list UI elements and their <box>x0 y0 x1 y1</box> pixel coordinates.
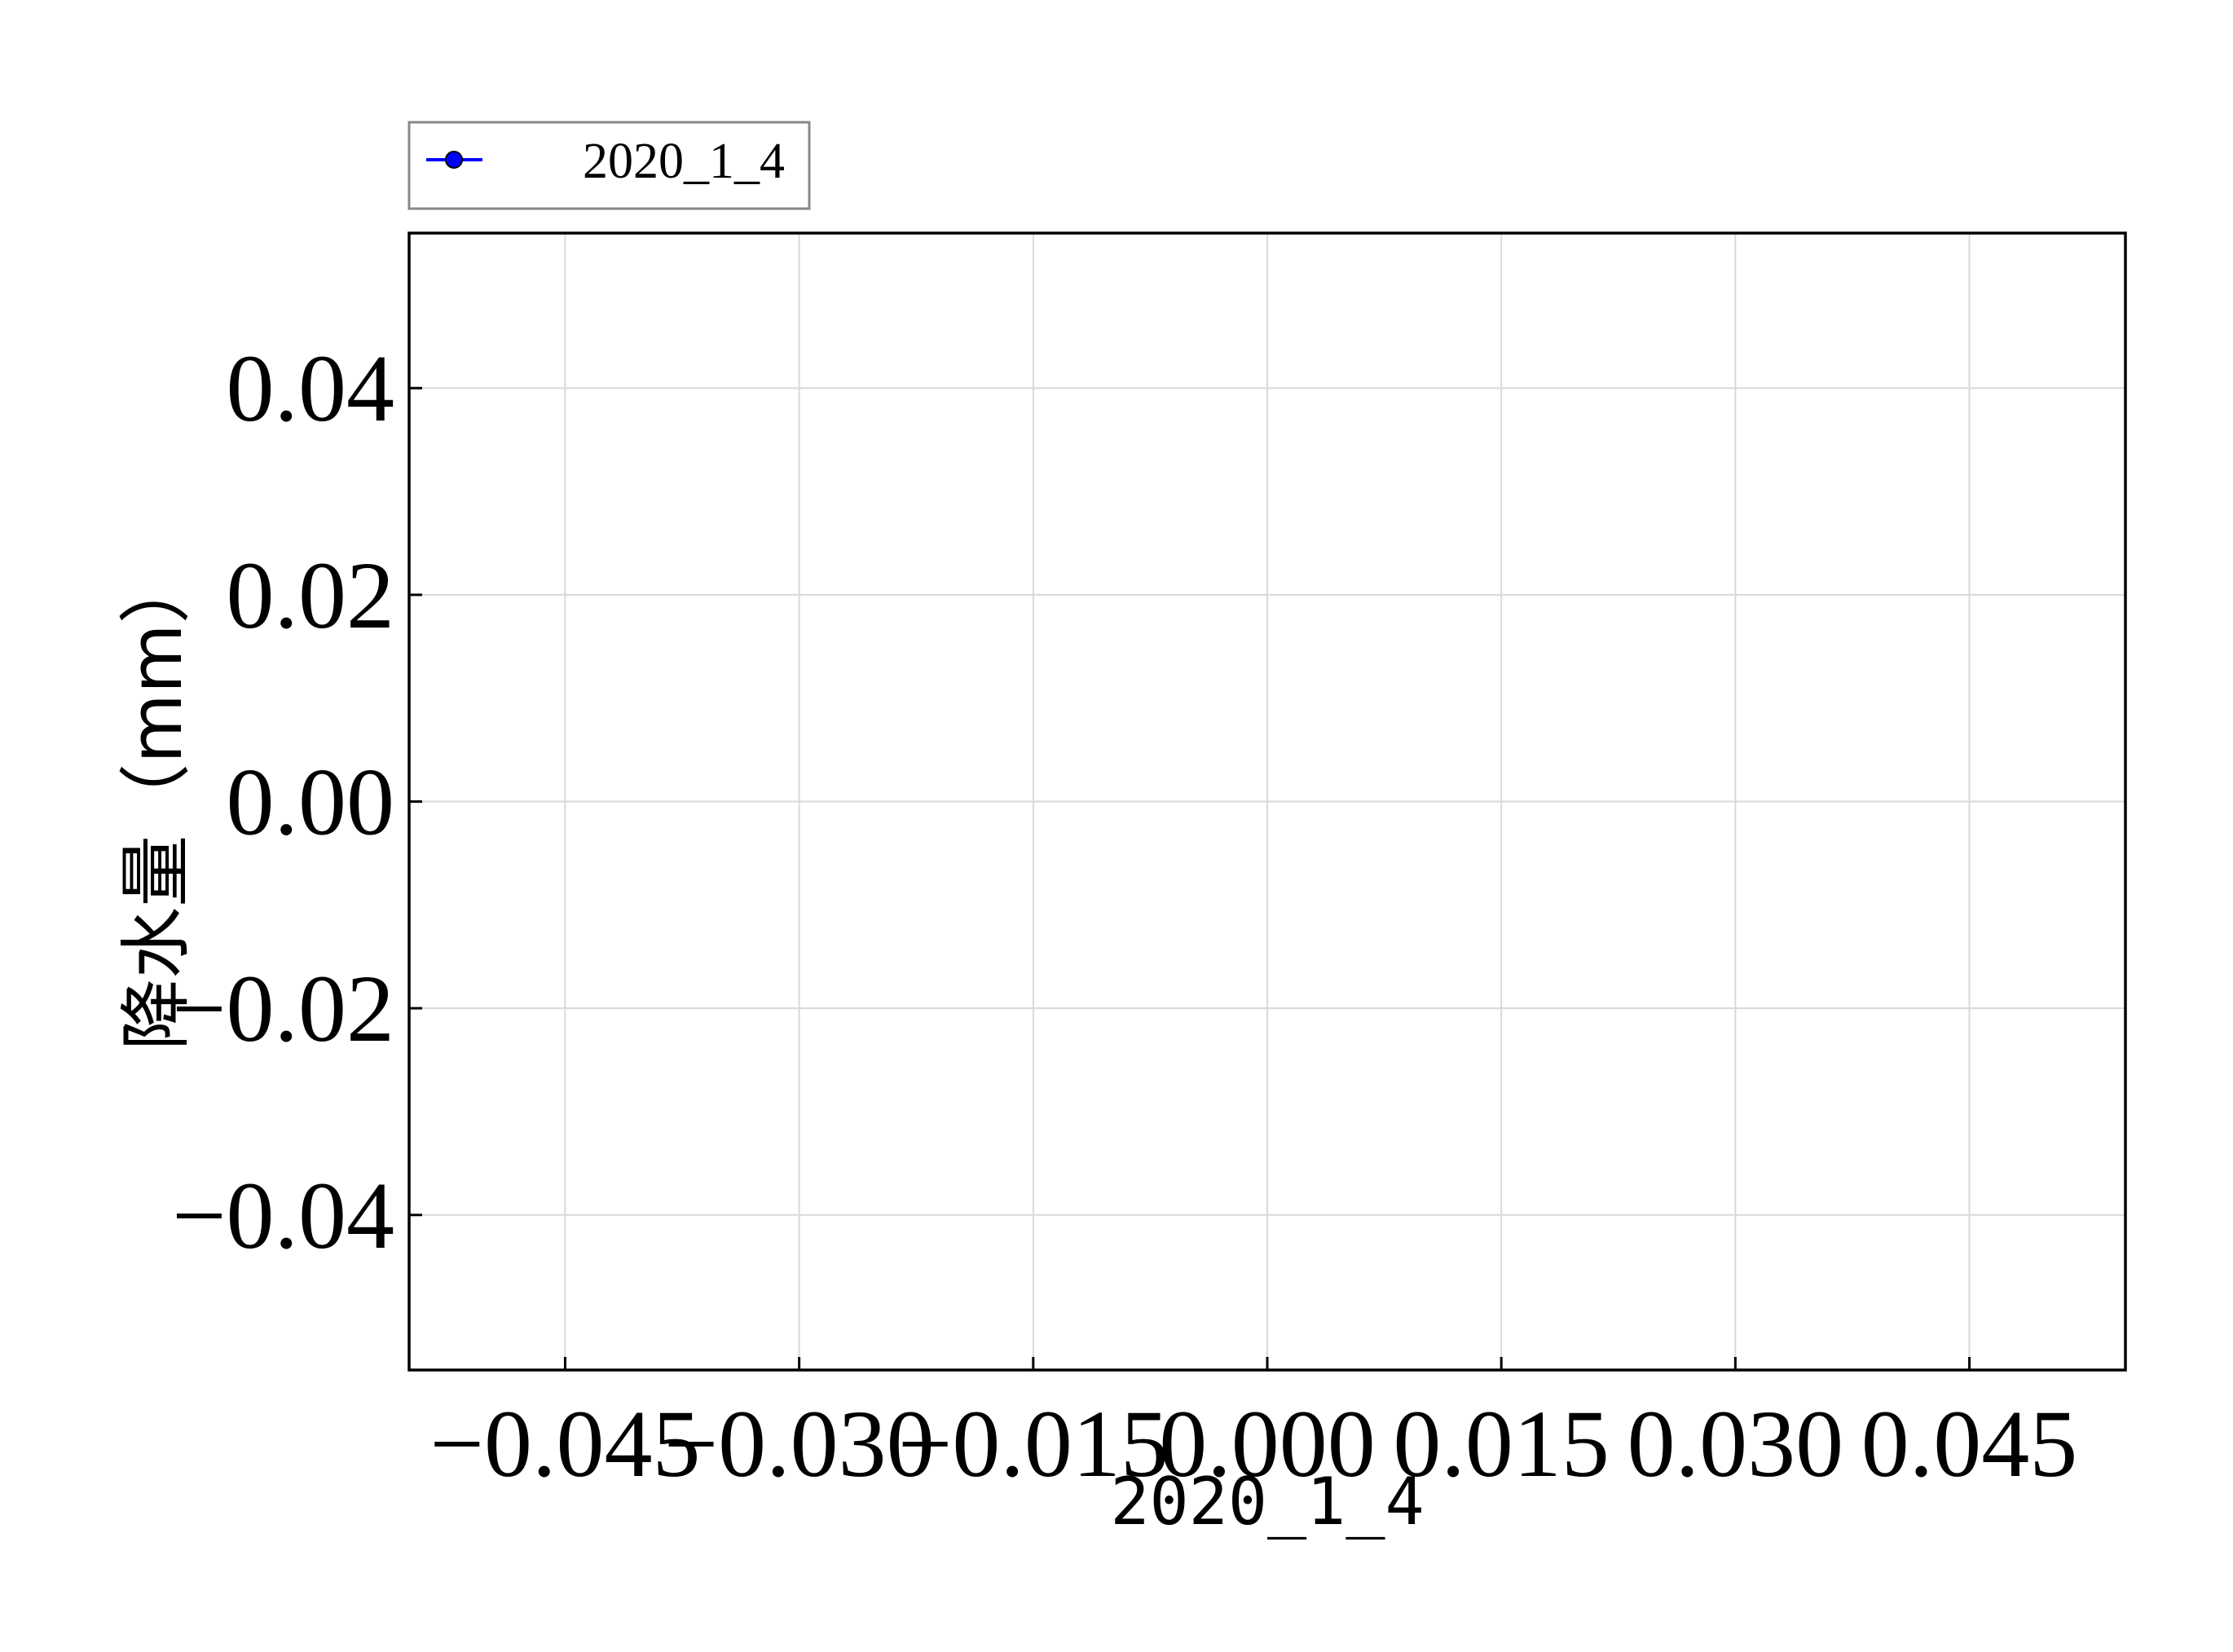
x-tick-label: −0.015 <box>898 1390 1169 1497</box>
y-axis-label: 降水量（mm） <box>114 552 198 1050</box>
legend-marker-swatch <box>445 151 463 169</box>
x-tick-label: −0.030 <box>664 1390 935 1497</box>
y-tick-label: 0.02 <box>227 542 395 649</box>
x-tick-label: 0.015 <box>1393 1390 1610 1497</box>
y-tick-label: −0.04 <box>172 1162 394 1269</box>
legend: 2020_1_4 <box>407 121 811 210</box>
x-axis-label: 2020_1_4 <box>1110 1464 1424 1540</box>
legend-frame <box>407 121 811 210</box>
x-tick-label: 0.045 <box>1861 1390 2078 1497</box>
plot-frame <box>407 231 2127 1372</box>
ticks <box>409 386 1971 1370</box>
y-tick-label: 0.00 <box>227 749 395 856</box>
x-tick-label: 0.030 <box>1627 1390 1844 1497</box>
x-tick-label: 0.000 <box>1159 1390 1376 1497</box>
y-tick-labels: −0.04 −0.02 0.00 0.02 0.04 <box>172 335 394 1269</box>
y-tick-label: 0.04 <box>227 335 395 442</box>
grid-lines <box>409 233 2125 1370</box>
legend-label: 2020_1_4 <box>583 134 785 189</box>
y-tick-label: −0.02 <box>172 955 394 1062</box>
x-tick-label: −0.045 <box>429 1390 700 1497</box>
